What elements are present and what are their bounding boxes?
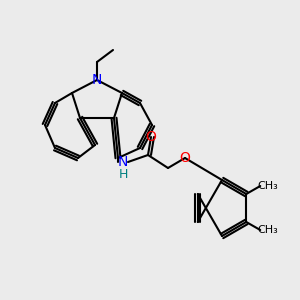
Text: N: N (92, 73, 102, 87)
Text: N: N (118, 155, 128, 169)
Text: CH₃: CH₃ (258, 225, 279, 235)
Text: CH₃: CH₃ (258, 181, 279, 191)
Text: O: O (180, 151, 190, 165)
Text: O: O (146, 130, 156, 144)
Text: H: H (118, 167, 128, 181)
